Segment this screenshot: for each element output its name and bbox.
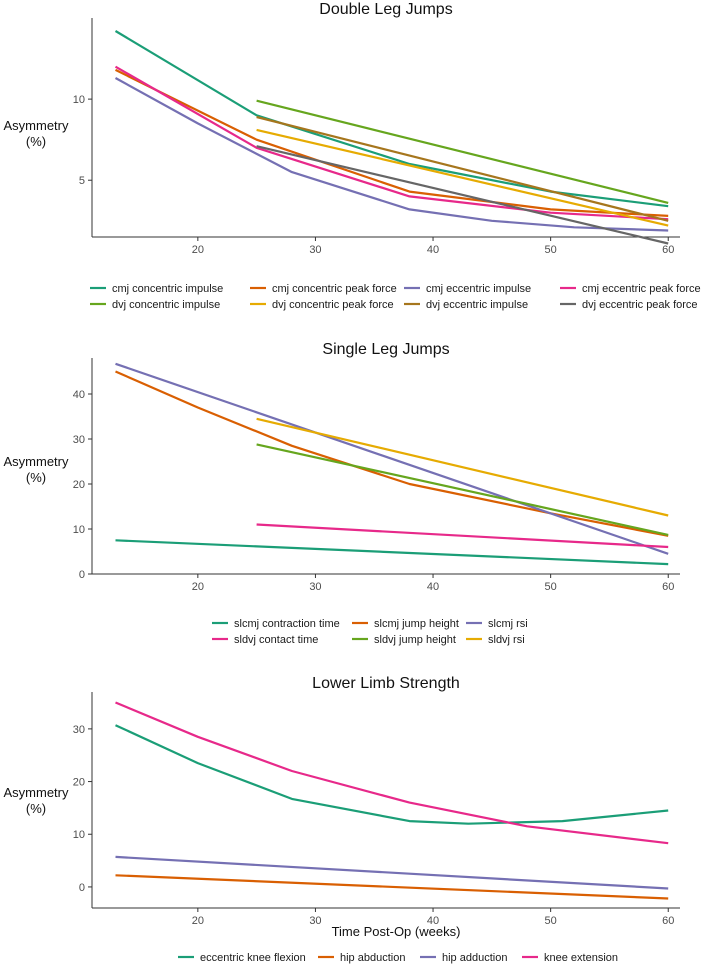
legend-item: dvj concentric impulse xyxy=(90,299,220,311)
legend-item: knee extension xyxy=(522,952,618,964)
y-tick-label: 0 xyxy=(79,882,85,894)
y-tick-label: 10 xyxy=(73,524,85,536)
legend-item: cmj eccentric peak force xyxy=(560,283,701,295)
series-line xyxy=(256,417,669,517)
y-tick-label: 10 xyxy=(73,829,85,841)
series-line xyxy=(115,855,669,890)
x-tick-label: 20 xyxy=(192,915,204,927)
legend-item: sldvj rsi xyxy=(466,634,525,646)
x-tick-label: 60 xyxy=(662,244,674,256)
series-line xyxy=(256,115,669,222)
y-tick-label: 10 xyxy=(73,94,85,106)
x-tick-label: 30 xyxy=(309,915,321,927)
legend-label: sldvj rsi xyxy=(488,634,525,646)
legend-item: slcmj rsi xyxy=(466,618,528,630)
y-axis-label: Asymmetry xyxy=(4,785,70,800)
legend-label: dvj concentric impulse xyxy=(112,299,220,311)
legend-label: slcmj jump height xyxy=(374,618,459,630)
chart-title: Double Leg Jumps xyxy=(319,1,452,18)
legend-item: cmj eccentric impulse xyxy=(404,283,531,295)
series-line xyxy=(256,99,669,204)
series-line xyxy=(115,370,669,537)
x-tick-label: 60 xyxy=(662,581,674,593)
legend-item: cmj concentric impulse xyxy=(90,283,223,295)
legend-item: dvj concentric peak force xyxy=(250,299,394,311)
x-tick-label: 30 xyxy=(309,581,321,593)
legend: cmj concentric impulse cmj concentric pea… xyxy=(90,283,701,311)
series-line xyxy=(115,701,669,845)
y-tick-label: 30 xyxy=(73,724,85,736)
legend-label: dvj eccentric impulse xyxy=(426,299,528,311)
y-axis-label: (%) xyxy=(26,134,46,149)
y-axis-label: Asymmetry xyxy=(4,454,70,469)
legend-label: slcmj rsi xyxy=(488,618,528,630)
x-tick-label: 20 xyxy=(192,244,204,256)
legend-label: dvj concentric peak force xyxy=(272,299,394,311)
legend-label: cmj eccentric peak force xyxy=(582,283,701,295)
x-tick-label: 60 xyxy=(662,915,674,927)
legend-item: hip adduction xyxy=(420,952,507,964)
legend-item: dvj eccentric peak force xyxy=(560,299,698,311)
y-axis-label: Asymmetry xyxy=(4,118,70,133)
legend-item: sldvj jump height xyxy=(352,634,456,646)
y-axis-label: (%) xyxy=(26,801,46,816)
x-tick-label: 50 xyxy=(545,244,557,256)
series-line xyxy=(115,362,669,555)
x-tick-label: 40 xyxy=(427,244,439,256)
legend: eccentric knee flexion hip abduction hip a… xyxy=(178,952,618,964)
series-line xyxy=(115,539,669,566)
y-tick-label: 20 xyxy=(73,479,85,491)
legend-item: slcmj jump height xyxy=(352,618,459,630)
y-tick-label: 30 xyxy=(73,434,85,446)
legend: slcmj contraction time slcmj jump height s… xyxy=(212,618,528,646)
y-tick-label: 40 xyxy=(73,389,85,401)
series-line xyxy=(256,128,669,227)
legend-label: knee extension xyxy=(544,952,618,964)
legend-item: cmj concentric peak force xyxy=(250,283,397,295)
chart-title: Lower Limb Strength xyxy=(312,675,460,692)
legend-label: hip abduction xyxy=(340,952,405,964)
series-line xyxy=(256,145,669,245)
legend-label: sldvj jump height xyxy=(374,634,456,646)
series-line xyxy=(256,443,669,536)
series-line xyxy=(115,724,669,825)
x-tick-label: 30 xyxy=(309,244,321,256)
x-tick-label: 20 xyxy=(192,581,204,593)
chart-panel-3: Lower Limb Strength Asymmetry(%) 20 30 40 50 6… xyxy=(4,675,680,964)
legend-label: cmj eccentric impulse xyxy=(426,283,531,295)
legend-label: slcmj contraction time xyxy=(234,618,340,630)
series-line xyxy=(115,874,669,900)
x-tick-label: 50 xyxy=(545,915,557,927)
x-tick-label: 40 xyxy=(427,915,439,927)
legend-item: dvj eccentric impulse xyxy=(404,299,528,311)
series-line xyxy=(256,523,669,549)
x-tick-label: 40 xyxy=(427,581,439,593)
legend-item: eccentric knee flexion xyxy=(178,952,306,964)
x-axis-title: Time Post-Op (weeks) xyxy=(332,924,461,939)
legend-label: dvj eccentric peak force xyxy=(582,299,698,311)
y-axis-label: (%) xyxy=(26,470,46,485)
x-tick-label: 50 xyxy=(545,581,557,593)
legend-label: cmj concentric impulse xyxy=(112,283,223,295)
y-tick-label: 20 xyxy=(73,777,85,789)
y-tick-label: 5 xyxy=(79,175,85,187)
series-line xyxy=(114,30,669,208)
legend-label: sldvj contact time xyxy=(234,634,318,646)
legend-item: hip abduction xyxy=(318,952,405,964)
y-tick-label: 0 xyxy=(79,569,85,581)
legend-label: hip adduction xyxy=(442,952,507,964)
chart-panel-1: Double Leg Jumps Asymmetry(%) 20 30 40 50 60 5 1… xyxy=(4,1,701,311)
series-line xyxy=(114,65,669,221)
series-line xyxy=(115,68,669,217)
chart-panel-2: Single Leg Jumps Asymmetry(%) 20 30 40 50 60 0 1… xyxy=(4,341,680,646)
legend-item: slcmj contraction time xyxy=(212,618,340,630)
series-line xyxy=(114,77,669,232)
legend-label: cmj concentric peak force xyxy=(272,283,397,295)
legend-label: eccentric knee flexion xyxy=(200,952,306,964)
chart-title: Single Leg Jumps xyxy=(322,341,449,358)
legend-item: sldvj contact time xyxy=(212,634,318,646)
